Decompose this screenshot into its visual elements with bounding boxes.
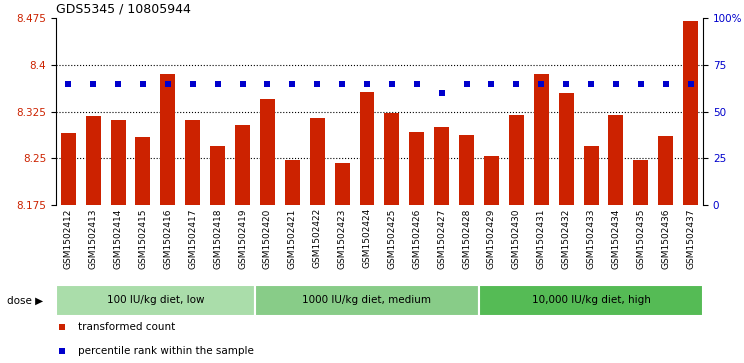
Bar [135, 136, 150, 205]
Bar [385, 113, 400, 205]
Text: GSM1502427: GSM1502427 [437, 208, 446, 269]
Text: GSM1502420: GSM1502420 [263, 208, 272, 269]
Text: GSM1502422: GSM1502422 [312, 208, 321, 269]
Bar [161, 74, 176, 205]
Bar [86, 116, 100, 205]
Text: GSM1502437: GSM1502437 [686, 208, 695, 269]
Text: GSM1502413: GSM1502413 [89, 208, 97, 269]
Text: 10,000 IU/kg diet, high: 10,000 IU/kg diet, high [532, 295, 650, 305]
Text: GSM1502434: GSM1502434 [612, 208, 620, 269]
Text: GSM1502429: GSM1502429 [487, 208, 496, 269]
Text: GSM1502414: GSM1502414 [114, 208, 123, 269]
Bar [61, 134, 76, 205]
Text: GSM1502430: GSM1502430 [512, 208, 521, 269]
Text: GSM1502436: GSM1502436 [661, 208, 670, 269]
Text: GSM1502421: GSM1502421 [288, 208, 297, 269]
Text: GSM1502415: GSM1502415 [138, 208, 147, 269]
Bar [459, 135, 474, 205]
FancyBboxPatch shape [255, 285, 479, 316]
Text: GSM1502418: GSM1502418 [213, 208, 222, 269]
Bar [658, 136, 673, 205]
FancyBboxPatch shape [479, 285, 703, 316]
Bar [335, 163, 350, 205]
Text: percentile rank within the sample: percentile rank within the sample [78, 346, 254, 356]
Bar [409, 131, 424, 205]
Text: dose ▶: dose ▶ [7, 295, 44, 305]
Text: GSM1502431: GSM1502431 [536, 208, 546, 269]
Bar [235, 125, 250, 205]
Bar [359, 92, 374, 205]
Text: GSM1502416: GSM1502416 [164, 208, 173, 269]
Text: GSM1502417: GSM1502417 [188, 208, 197, 269]
Text: GSM1502425: GSM1502425 [388, 208, 397, 269]
Text: GSM1502432: GSM1502432 [562, 208, 571, 269]
Text: GSM1502412: GSM1502412 [64, 208, 73, 269]
Text: GSM1502423: GSM1502423 [338, 208, 347, 269]
Bar [509, 115, 524, 205]
Bar [210, 146, 225, 205]
Text: transformed count: transformed count [78, 322, 176, 332]
Bar [683, 21, 698, 205]
Bar [484, 156, 499, 205]
Text: GSM1502419: GSM1502419 [238, 208, 247, 269]
Bar [310, 118, 324, 205]
Text: GSM1502424: GSM1502424 [362, 208, 371, 269]
Text: GSM1502428: GSM1502428 [462, 208, 471, 269]
Text: GSM1502426: GSM1502426 [412, 208, 421, 269]
Text: 1000 IU/kg diet, medium: 1000 IU/kg diet, medium [303, 295, 432, 305]
Bar [434, 127, 449, 205]
Text: 100 IU/kg diet, low: 100 IU/kg diet, low [106, 295, 204, 305]
Bar [111, 120, 126, 205]
Bar [260, 99, 275, 205]
Bar [285, 160, 300, 205]
Bar [185, 120, 200, 205]
Bar [559, 93, 574, 205]
Text: GSM1502435: GSM1502435 [636, 208, 645, 269]
Bar [609, 115, 623, 205]
Text: GDS5345 / 10805944: GDS5345 / 10805944 [56, 3, 190, 16]
Bar [633, 160, 648, 205]
Text: GSM1502433: GSM1502433 [586, 208, 595, 269]
Bar [533, 74, 549, 205]
Bar [583, 146, 598, 205]
FancyBboxPatch shape [56, 285, 255, 316]
